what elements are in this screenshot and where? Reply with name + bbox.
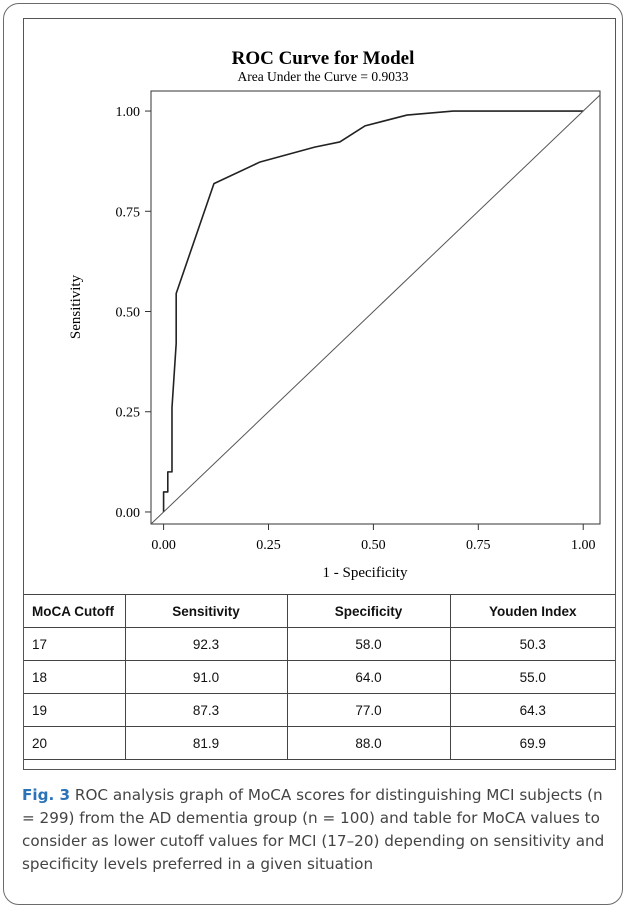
header-youden-index: Youden Index bbox=[449, 594, 615, 628]
table-row: 17 92.3 58.0 50.3 bbox=[24, 627, 615, 661]
cell-cutoff: 20 bbox=[24, 726, 126, 760]
reference-diagonal bbox=[150, 94, 601, 525]
cell-specificity: 64.0 bbox=[286, 660, 451, 694]
chart-subtitle: Area Under the Curve = 0.9033 bbox=[237, 69, 408, 84]
chart-title: ROC Curve for Model bbox=[232, 48, 415, 69]
cell-cutoff: 18 bbox=[24, 660, 126, 694]
x-axis-label: 1 - Specificity bbox=[323, 565, 408, 581]
x-tick-label: 1.00 bbox=[571, 538, 596, 553]
cell-cutoff: 19 bbox=[24, 693, 126, 727]
x-axis: 0.00 0.25 0.50 0.75 1.00 bbox=[151, 524, 595, 553]
table-row: 18 91.0 64.0 55.0 bbox=[24, 660, 615, 694]
x-tick-label: 0.50 bbox=[361, 538, 386, 553]
table-row: 20 81.9 88.0 69.9 bbox=[24, 726, 615, 760]
figure-frame bbox=[3, 3, 623, 905]
plot-area bbox=[150, 90, 601, 525]
cell-sensitivity: 92.3 bbox=[124, 627, 288, 661]
header-specificity: Specificity bbox=[286, 594, 451, 628]
cell-sensitivity: 87.3 bbox=[124, 693, 288, 727]
cell-sensitivity: 91.0 bbox=[124, 660, 288, 694]
figure-caption: Fig. 3 ROC analysis graph of MoCA scores… bbox=[22, 784, 612, 876]
y-axis-label: Sensitivity bbox=[68, 274, 84, 339]
y-tick-label: 0.00 bbox=[116, 506, 141, 521]
x-tick-label: 0.25 bbox=[256, 538, 281, 553]
cell-youden: 50.3 bbox=[449, 627, 615, 661]
chart-panel: ROC Curve for Model Area Under the Curve… bbox=[23, 18, 616, 770]
cell-specificity: 88.0 bbox=[286, 726, 451, 760]
roc-chart: ROC Curve for Model Area Under the Curve… bbox=[68, 48, 601, 581]
x-tick-label: 0.00 bbox=[151, 538, 176, 553]
header-sensitivity: Sensitivity bbox=[124, 594, 288, 628]
cell-youden: 55.0 bbox=[449, 660, 615, 694]
caption-text: ROC analysis graph of MoCA scores for di… bbox=[22, 786, 605, 873]
y-tick-label: 0.50 bbox=[116, 306, 141, 321]
cell-youden: 69.9 bbox=[449, 726, 615, 760]
y-tick-label: 0.25 bbox=[116, 406, 141, 421]
cell-specificity: 77.0 bbox=[286, 693, 451, 727]
y-axis: 0.00 0.25 0.50 0.75 1.00 bbox=[116, 105, 151, 521]
caption-label: Fig. 3 bbox=[22, 786, 71, 804]
table-row: 19 87.3 77.0 64.3 bbox=[24, 693, 615, 727]
cell-cutoff: 17 bbox=[24, 627, 126, 661]
roc-curve bbox=[162, 110, 584, 512]
cell-specificity: 58.0 bbox=[286, 627, 451, 661]
y-tick-label: 1.00 bbox=[116, 105, 141, 120]
cell-youden: 64.3 bbox=[449, 693, 615, 727]
y-tick-label: 0.75 bbox=[116, 205, 141, 220]
table-header-row: MoCA Cutoff Sensitivity Specificity Youd… bbox=[24, 594, 615, 628]
series-layer bbox=[150, 94, 601, 525]
cell-sensitivity: 81.9 bbox=[124, 726, 288, 760]
cutoff-table: MoCA Cutoff Sensitivity Specificity Youd… bbox=[24, 594, 615, 760]
x-tick-label: 0.75 bbox=[466, 538, 491, 553]
header-moca-cutoff: MoCA Cutoff bbox=[24, 594, 126, 628]
